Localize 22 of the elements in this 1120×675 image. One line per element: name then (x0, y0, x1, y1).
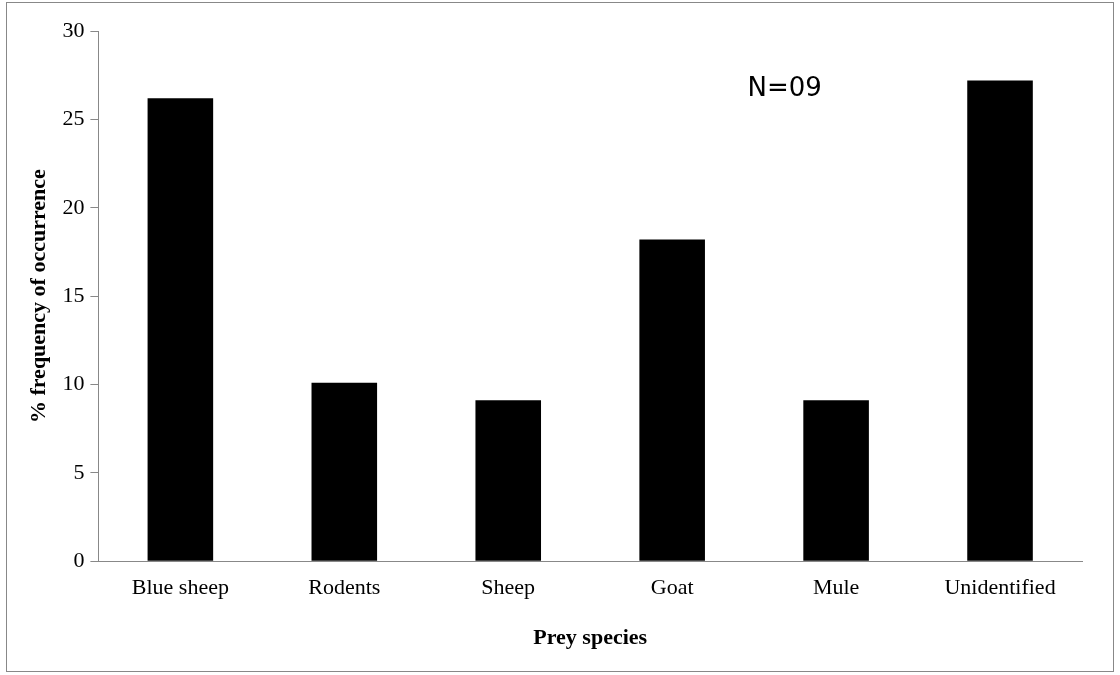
y-tick-label: 15 (62, 281, 85, 307)
x-tick-label: Mule (812, 574, 860, 600)
x-tick-label: Blue sheep (131, 574, 229, 600)
x-tick-label: Goat (650, 574, 694, 600)
bar (967, 80, 1033, 561)
x-tick-label: Sheep (481, 574, 536, 600)
bar (311, 382, 378, 561)
y-axis-title: % frequency of occurrence (24, 168, 50, 424)
x-tick-label: Rodents (308, 574, 381, 600)
bar (803, 400, 869, 561)
bar (475, 400, 542, 561)
y-tick-label: 30 (62, 16, 85, 42)
bar (639, 239, 705, 561)
x-tick-label: Unidentified (944, 574, 1056, 600)
y-tick-label: 0 (73, 546, 85, 572)
y-tick-label: 20 (62, 193, 85, 219)
y-tick-label: 25 (62, 105, 85, 131)
y-tick-label: 5 (73, 458, 85, 484)
y-tick-label: 10 (62, 370, 85, 396)
x-axis-title: Prey species (533, 624, 648, 650)
bar (147, 98, 214, 561)
annotation: N=09 (747, 71, 822, 102)
